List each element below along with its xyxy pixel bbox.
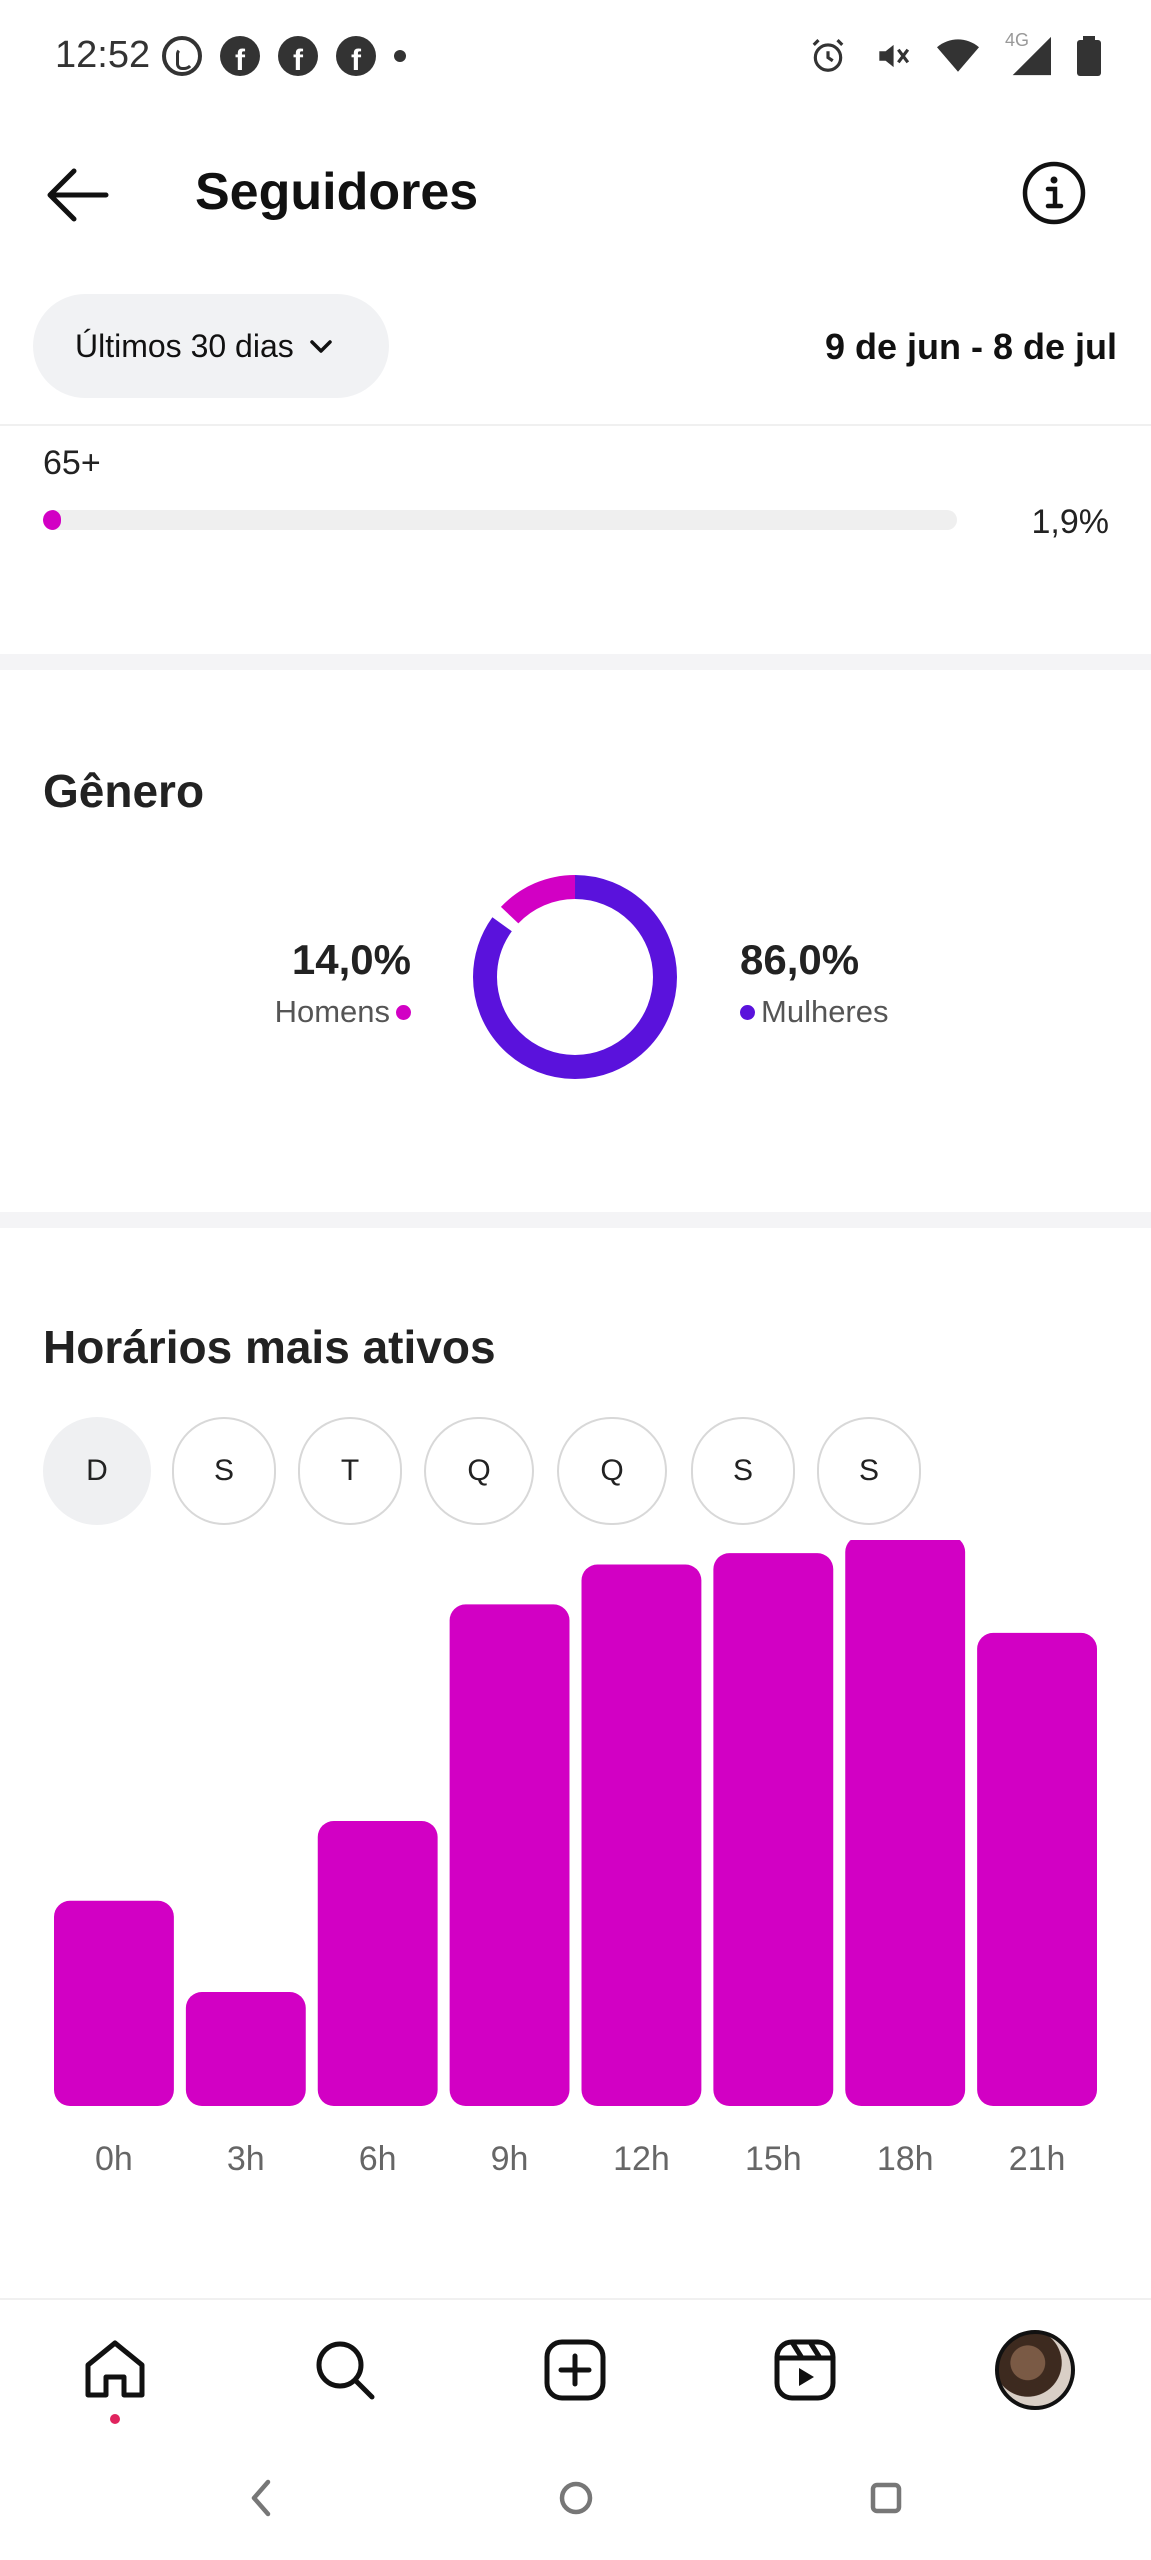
facebook-icon: f bbox=[220, 36, 260, 76]
create-icon bbox=[544, 2339, 606, 2401]
tick-label-6h: 6h bbox=[359, 2140, 397, 2178]
bar-9h bbox=[449, 1604, 570, 2106]
gender-women: 86,0% Mulheres bbox=[740, 936, 889, 1030]
4g-signal-icon: 4G bbox=[1005, 30, 1051, 76]
bar-21h bbox=[977, 1632, 1097, 2106]
bar-15h bbox=[713, 1553, 834, 2106]
alarm-icon bbox=[812, 39, 844, 72]
women-legend: Mulheres bbox=[740, 994, 889, 1030]
men-legend-dot bbox=[396, 1004, 411, 1020]
tick-label-12h: 12h bbox=[613, 2140, 670, 2178]
age-percent: 1,9% bbox=[1031, 503, 1110, 541]
bar-12h bbox=[581, 1564, 702, 2106]
donut-segment-men bbox=[473, 875, 677, 1079]
active-hours-title: Horários mais ativos bbox=[43, 1321, 496, 1373]
day-chip-saturday[interactable]: S bbox=[817, 1417, 921, 1525]
men-legend: Homens bbox=[275, 994, 411, 1030]
age-group-label: 65+ bbox=[43, 444, 101, 482]
nav-reels[interactable] bbox=[765, 2330, 845, 2410]
whatsapp-icon bbox=[162, 36, 202, 76]
page-title: Seguidores bbox=[195, 163, 479, 221]
women-legend-dot bbox=[740, 1004, 755, 1020]
recents-icon[interactable] bbox=[868, 2480, 904, 2516]
nav-create[interactable] bbox=[535, 2330, 615, 2410]
tick-label-0h: 0h bbox=[95, 2140, 133, 2178]
bottom-navigation bbox=[0, 2300, 1151, 2430]
back-icon[interactable] bbox=[246, 2476, 276, 2520]
age-progress-fill bbox=[43, 510, 61, 530]
gender-donut-chart bbox=[473, 875, 677, 1079]
search-icon bbox=[316, 2341, 375, 2400]
facebook-icon: f bbox=[278, 36, 318, 76]
tick-label-3h: 3h bbox=[227, 2140, 265, 2178]
tick-label-15h: 15h bbox=[745, 2140, 802, 2178]
women-label: Mulheres bbox=[761, 994, 889, 1029]
mute-icon bbox=[879, 44, 910, 68]
gender-men: 14,0% Homens bbox=[275, 936, 411, 1030]
home-circle-icon[interactable] bbox=[556, 2478, 596, 2518]
age-progress-track bbox=[43, 510, 957, 530]
date-range: 9 de jun - 8 de jul bbox=[824, 326, 1117, 367]
reels-icon bbox=[774, 2339, 836, 2401]
women-percent: 86,0% bbox=[740, 936, 860, 983]
gender-title: Gênero bbox=[43, 765, 205, 817]
active-hours-bar-chart: 0h 3h 6h 9h 12h 15h 18h 21h bbox=[54, 1540, 1097, 2178]
day-chip-thursday[interactable]: Q bbox=[557, 1417, 667, 1525]
status-system-icons: 4G bbox=[809, 30, 1101, 76]
tick-label-21h: 21h bbox=[1009, 2140, 1066, 2178]
day-chip-monday[interactable]: S bbox=[172, 1417, 276, 1525]
nav-home[interactable] bbox=[75, 2330, 155, 2424]
wifi-icon bbox=[937, 39, 979, 72]
day-chip-friday[interactable]: S bbox=[691, 1417, 795, 1525]
arrow-left-icon[interactable] bbox=[40, 160, 120, 230]
home-icon bbox=[85, 2340, 145, 2398]
profile-avatar bbox=[995, 2330, 1075, 2410]
nav-divider bbox=[0, 2298, 1151, 2300]
section-divider bbox=[0, 1212, 1151, 1228]
notification-dot bbox=[110, 2414, 120, 2424]
day-chip-tuesday[interactable]: T bbox=[298, 1417, 402, 1525]
status-notification-icons: f f f bbox=[162, 36, 406, 76]
divider bbox=[0, 424, 1151, 426]
tick-label-9h: 9h bbox=[491, 2140, 529, 2178]
bar-0h bbox=[54, 1900, 174, 2106]
section-divider bbox=[0, 654, 1151, 670]
nav-profile[interactable] bbox=[995, 2330, 1075, 2410]
bar-18h bbox=[845, 1540, 966, 2106]
men-label: Homens bbox=[274, 994, 390, 1029]
bar-3h bbox=[185, 1992, 306, 2106]
dot-icon bbox=[394, 50, 406, 62]
tick-label-18h: 18h bbox=[877, 2140, 934, 2178]
chevron-down-icon bbox=[310, 340, 332, 353]
period-label: Últimos 30 dias bbox=[75, 327, 294, 364]
day-chip-wednesday[interactable]: Q bbox=[424, 1417, 534, 1525]
network-label: 4G bbox=[1005, 30, 1030, 50]
battery-icon bbox=[1077, 36, 1101, 76]
status-time: 12:52 bbox=[55, 34, 151, 76]
day-chip-sunday[interactable]: D bbox=[43, 1417, 151, 1525]
men-percent: 14,0% bbox=[291, 936, 411, 983]
period-dropdown[interactable]: Últimos 30 dias bbox=[33, 294, 389, 398]
bar-6h bbox=[317, 1821, 438, 2106]
nav-search[interactable] bbox=[305, 2330, 385, 2410]
system-navigation bbox=[0, 2440, 1151, 2560]
info-icon[interactable] bbox=[1021, 160, 1087, 226]
facebook-icon: f bbox=[336, 36, 376, 76]
